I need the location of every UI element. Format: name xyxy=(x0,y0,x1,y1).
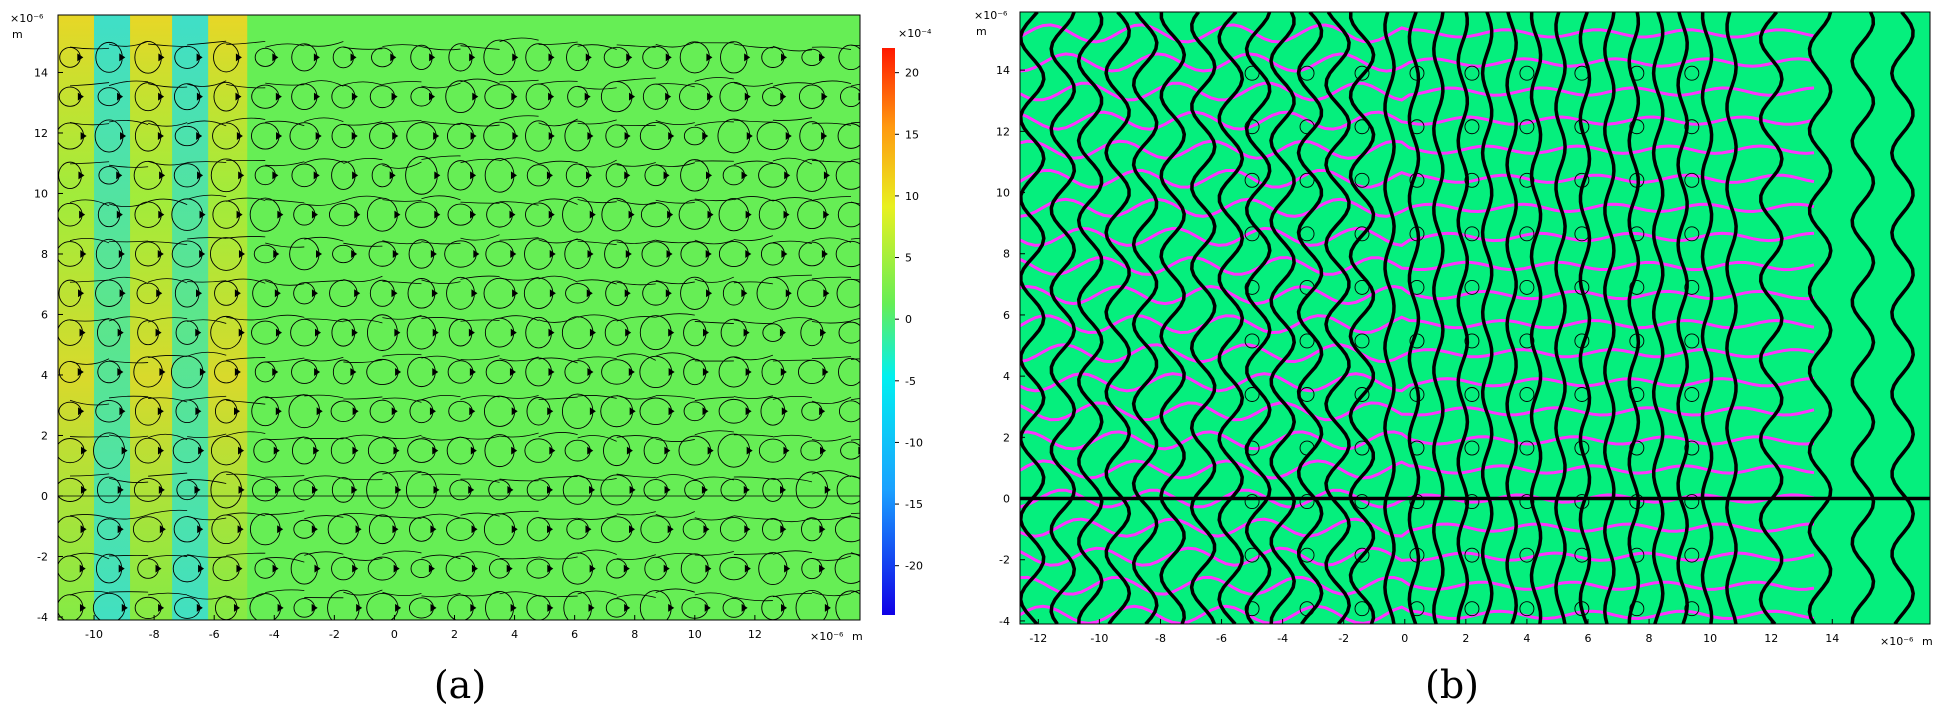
panel-a-x-tick-label: 8 xyxy=(631,628,638,641)
stream-arrow xyxy=(863,250,869,258)
panel-b-x-tick-label: -10 xyxy=(1090,632,1108,645)
panel-a-y-tick-label: 14 xyxy=(34,66,48,79)
colorbar-tick-label: -10 xyxy=(905,436,923,449)
colorbar-tick-label: 15 xyxy=(905,128,919,141)
panel-a-y-tick-label: -4 xyxy=(37,611,48,624)
field-band xyxy=(58,15,94,620)
panel-a-y-tick-label: 8 xyxy=(41,248,48,261)
stream-arrow xyxy=(862,486,868,494)
panel-b-x-tick-label: 8 xyxy=(1646,632,1653,645)
panel-a-x-unit: m xyxy=(852,630,863,643)
colorbar-tick-label: 10 xyxy=(905,190,919,203)
panel-b-y-tick-label: 6 xyxy=(1003,309,1010,322)
panel-b-y-scale-label: ×10⁻⁶ xyxy=(974,9,1008,22)
panel-b-x-tick-label: -2 xyxy=(1338,632,1349,645)
panel-a-x-tick-label: 10 xyxy=(688,628,702,641)
panel-a-x-tick-label: -6 xyxy=(209,628,220,641)
panel-a-x-tick-label: 0 xyxy=(391,628,398,641)
panel-a-x-tick-label: -10 xyxy=(85,628,103,641)
panel-a-y-unit: m xyxy=(12,28,23,41)
panel-a-y-tick-label: 2 xyxy=(41,429,48,442)
stream-arrow xyxy=(864,525,870,533)
panel-b-y-tick-label: 0 xyxy=(1003,493,1010,506)
panel-b-y-unit: m xyxy=(976,25,987,38)
panel-b: -12 -10 -8 -6 -4 -2 0 2 4 6 8 10 12 14 -4 -2 0 2 4 6 8 10 12 14… xyxy=(974,9,1933,707)
stream-arrow xyxy=(864,565,870,573)
panel-a-x-tick-label: -2 xyxy=(329,628,340,641)
panel-a-y-tick-label: 6 xyxy=(41,308,48,321)
panel-a-x-scale-label: ×10⁻⁶ xyxy=(810,630,844,643)
colorbar-tick-label: 0 xyxy=(905,313,912,326)
panel-b-x-tick-label: 2 xyxy=(1462,632,1469,645)
panel-b-x-tick-label: -6 xyxy=(1216,632,1227,645)
panel-a-y-tick-label: -2 xyxy=(37,550,48,563)
colorbar-scale-label: ×10⁻⁴ xyxy=(898,27,932,40)
panel-a-x-tick-label: 2 xyxy=(451,628,458,641)
panel-a-x-tick-label: 6 xyxy=(571,628,578,641)
colorbar-ticks: -20 -15 -10 -5 0 5 10 15 20 xyxy=(895,67,923,573)
colorbar-tick-label: 5 xyxy=(905,252,912,265)
stream-arrow xyxy=(861,132,867,140)
panel-a-y-scale-label: ×10⁻⁶ xyxy=(10,12,44,25)
colorbar-tick-label: -15 xyxy=(905,498,923,511)
panel-b-x-tick-label: 4 xyxy=(1523,632,1530,645)
panel-a-x-tick-label: -4 xyxy=(269,628,280,641)
panel-a-x-tick-label: 12 xyxy=(748,628,762,641)
panel-a-y-tick-label: 0 xyxy=(41,490,48,503)
panel-a-y-tick-label: 12 xyxy=(34,127,48,140)
panel-b-label: (b) xyxy=(1425,663,1479,707)
stream-arrow xyxy=(862,289,868,297)
panel-b-y-tick-label: 14 xyxy=(996,64,1010,77)
panel-a-y-tick-label: 4 xyxy=(41,369,48,382)
stream-arrow xyxy=(860,329,866,337)
panel-b-x-tick-label: 10 xyxy=(1703,632,1717,645)
panel-b-y-tick-label: 8 xyxy=(1003,248,1010,261)
panel-b-x-tick-label: 0 xyxy=(1401,632,1408,645)
panel-b-x-scale-label: ×10⁻⁶ xyxy=(1880,635,1914,648)
panel-b-x-tick-label: -4 xyxy=(1277,632,1288,645)
stream-arrow xyxy=(863,604,869,612)
panel-b-x-tick-label: 6 xyxy=(1584,632,1591,645)
panel-b-x-tick-label: 14 xyxy=(1825,632,1839,645)
stream-arrow xyxy=(858,447,864,455)
panel-a-y-tick-label: 10 xyxy=(34,187,48,200)
panel-b-x-tick-label: -8 xyxy=(1155,632,1166,645)
panel-a-label: (a) xyxy=(434,663,486,707)
panel-b-x-unit: m xyxy=(1922,635,1933,648)
panel-b-y-tick-label: 12 xyxy=(996,125,1010,138)
panel-b-x-tick-label: -12 xyxy=(1029,632,1047,645)
colorbar-tick-label: -5 xyxy=(905,375,916,388)
colorbar-tick-label: -20 xyxy=(905,560,923,573)
panel-a-x-tick-label: -8 xyxy=(149,628,160,641)
panel-b-y-tick-label: 10 xyxy=(996,187,1010,200)
panel-b-y-tick-label: 2 xyxy=(1003,431,1010,444)
panel-b-y-tick-label: 4 xyxy=(1003,370,1010,383)
colorbar-tick-label: 20 xyxy=(905,67,919,80)
stream-arrow xyxy=(860,53,866,61)
stream-arrow xyxy=(861,211,867,219)
panel-b-y-tick-label: -2 xyxy=(999,554,1010,567)
colorbar xyxy=(882,48,895,615)
panel-b-y-tick-label: -4 xyxy=(999,615,1010,628)
stream-arrow xyxy=(860,368,866,376)
stream-arrow xyxy=(859,93,865,101)
stream-arrow xyxy=(863,171,869,179)
panel-b-x-tick-label: 12 xyxy=(1764,632,1778,645)
panel-a-x-tick-label: 4 xyxy=(511,628,518,641)
